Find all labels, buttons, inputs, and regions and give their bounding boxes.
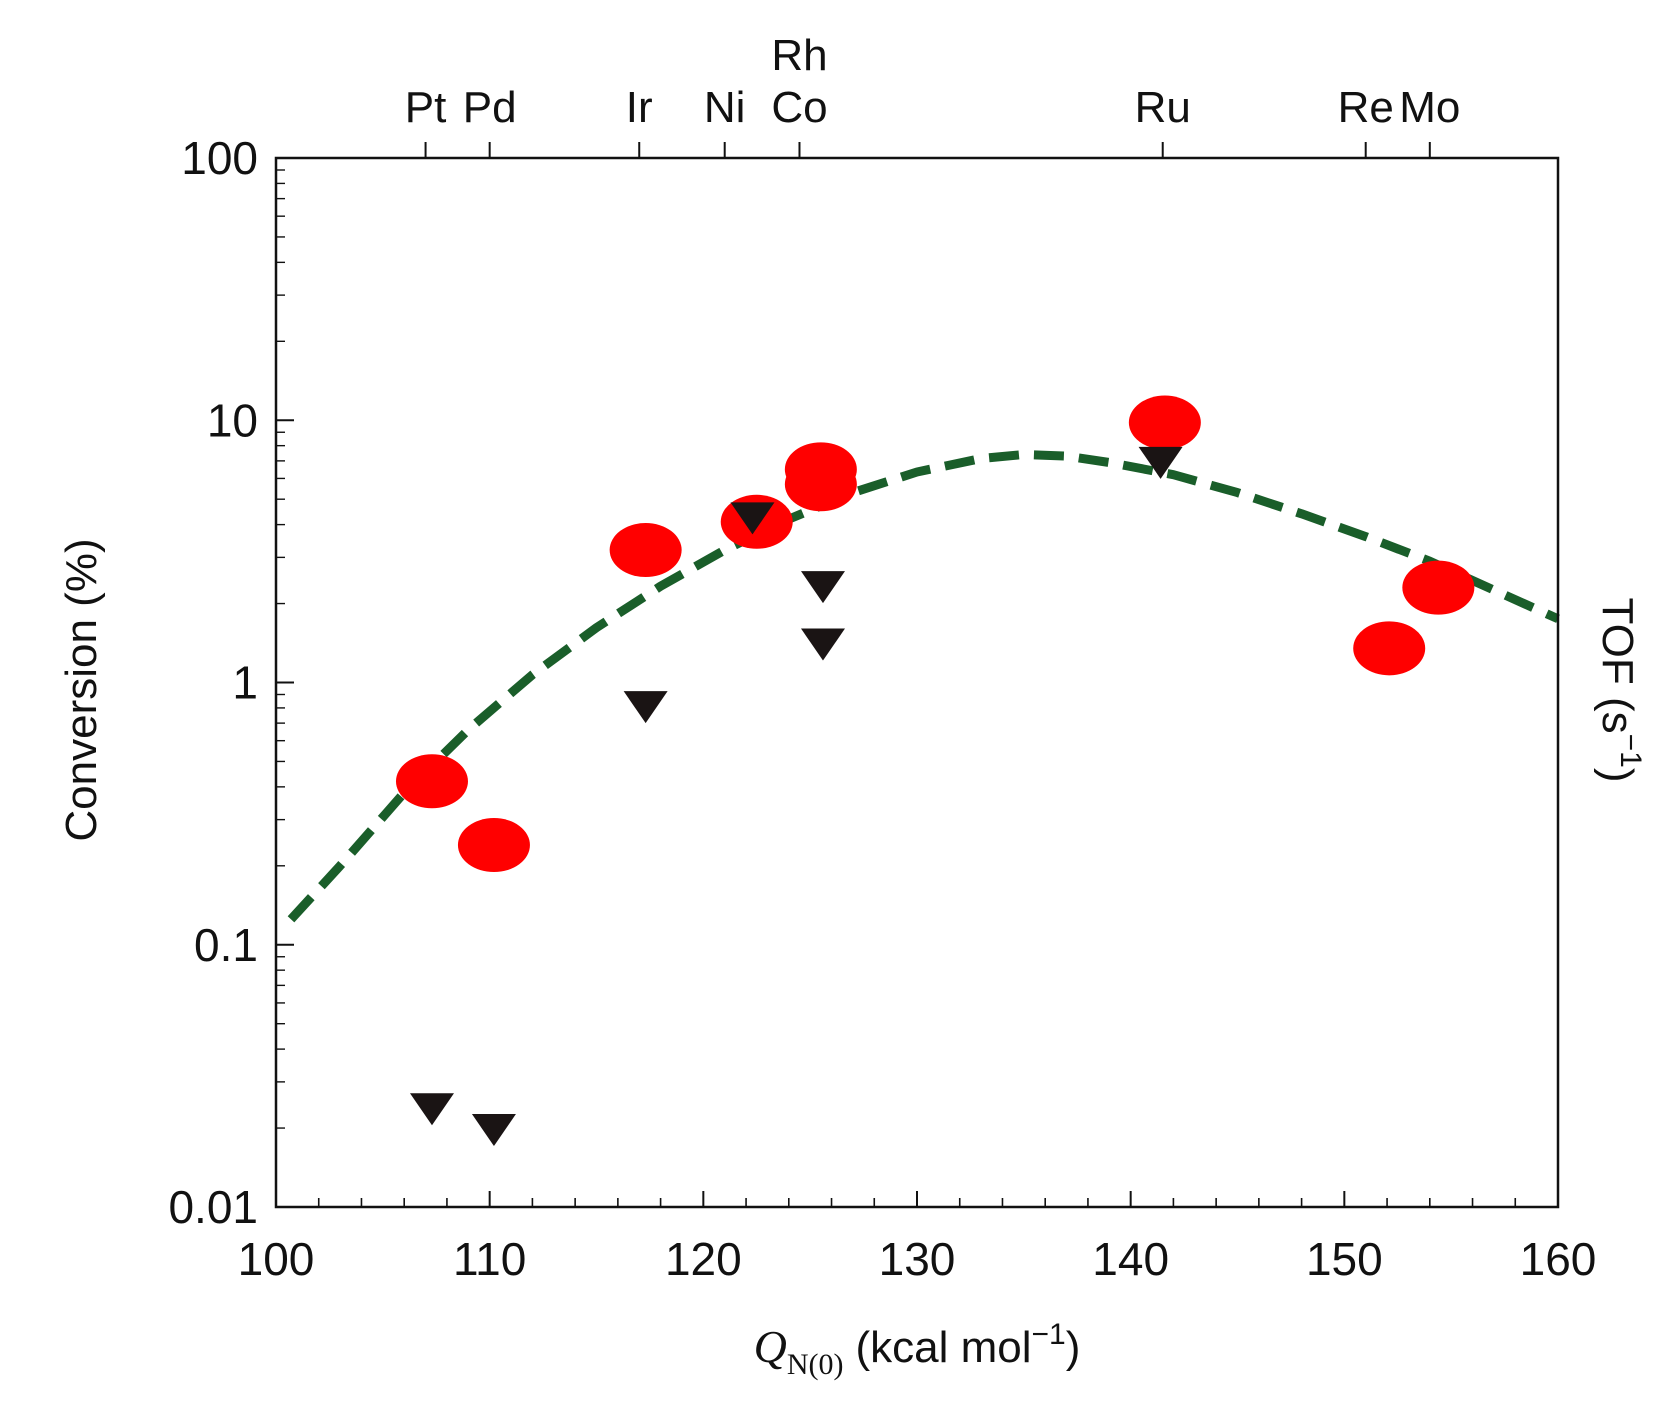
y2-axis-close: )	[1593, 768, 1642, 783]
y2-axis-title: TOF (s−1)	[1593, 598, 1647, 783]
x-axis-subscript: N(0)	[787, 1348, 844, 1381]
conversion-point	[457, 818, 530, 873]
fit-curve-layer	[287, 450, 1560, 923]
top-metal-label: Pt	[405, 83, 447, 132]
y-tick-label: 0.1	[194, 919, 258, 971]
x-tick-label: 120	[665, 1233, 742, 1285]
x-axis-symbol: Q	[754, 1321, 787, 1372]
conversion-point	[609, 523, 682, 578]
x-tick-label: 110	[453, 1233, 526, 1285]
top-metal-label: Ir	[626, 83, 653, 132]
tof-point	[409, 1093, 454, 1126]
x-axis-unit-close: )	[1066, 1323, 1081, 1372]
volcano-fit-line	[287, 450, 1560, 923]
y2-axis-text: TOF (s	[1593, 598, 1642, 734]
tof-point	[730, 502, 775, 535]
x-tick-label: 150	[1306, 1233, 1383, 1285]
tof-point	[471, 1114, 516, 1147]
top-metal-label: Co	[771, 83, 827, 132]
conversion-point	[784, 457, 857, 512]
conversion-point	[1402, 560, 1475, 615]
top-metal-label: Ni	[704, 83, 746, 132]
x-axis-title: QN(0) (kcal mol−1)	[754, 1318, 1081, 1381]
y2-axis-sup: −1	[1614, 734, 1647, 768]
y-tick-label: 0.01	[168, 1181, 258, 1233]
top-metal-label: Ru	[1135, 83, 1191, 132]
tof-point	[800, 571, 845, 604]
y-tick-label: 100	[181, 132, 258, 184]
x-tick-label: 140	[1092, 1233, 1169, 1285]
y-tick-label: 10	[207, 394, 258, 446]
tof-point	[623, 691, 668, 724]
conversion-point	[1128, 395, 1201, 450]
x-axis-unit: (kcal mol	[855, 1323, 1031, 1372]
top-metal-label: Re	[1338, 83, 1394, 132]
y-tick-label: 1	[232, 657, 258, 709]
x-tick-label: 130	[879, 1233, 956, 1285]
top-metal-label: Mo	[1399, 83, 1460, 132]
tof-point	[800, 628, 845, 661]
y-axis-title: Conversion (%)	[57, 538, 106, 841]
top-metal-label: Rh	[771, 31, 827, 80]
conversion-point	[395, 754, 468, 809]
data-points-layer	[395, 395, 1475, 1147]
x-axis-unit-sup: −1	[1032, 1318, 1066, 1351]
top-metal-label: Pd	[463, 83, 517, 132]
x-tick-label: 100	[238, 1233, 315, 1285]
tof-point	[1138, 446, 1183, 479]
x-tick-label: 160	[1520, 1233, 1597, 1285]
conversion-point	[1353, 621, 1426, 676]
axis-ticks-layer	[275, 142, 1559, 1208]
